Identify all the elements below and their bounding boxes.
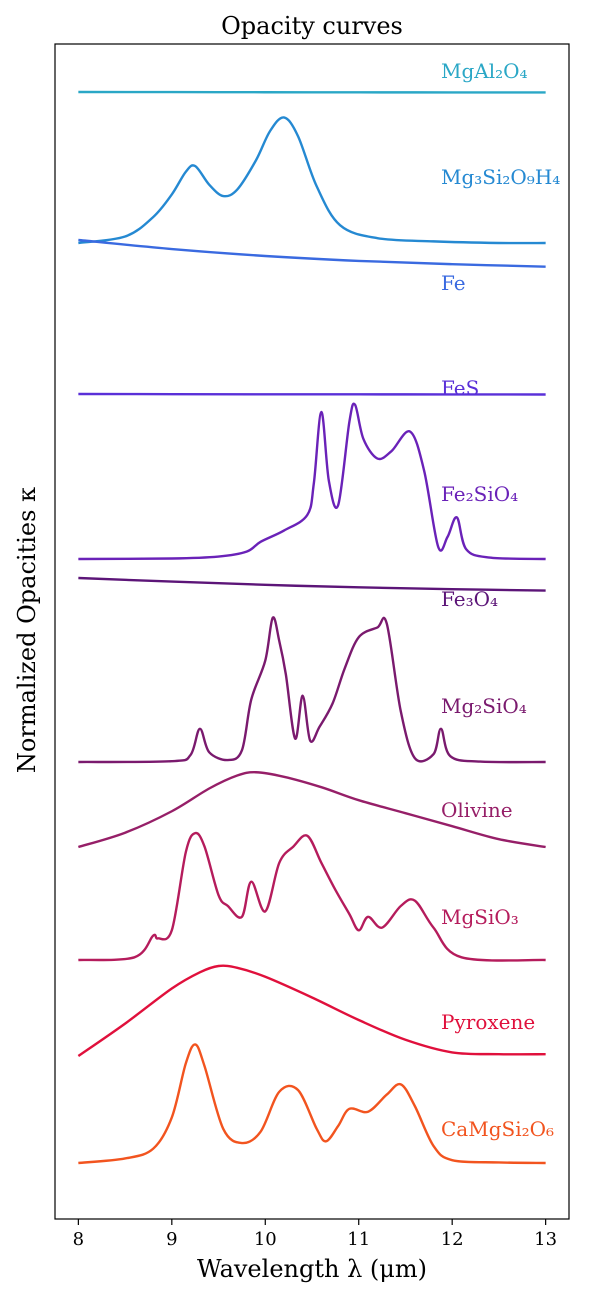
x-axis-ticks: 8 9 10 11 12 13: [73, 1219, 557, 1250]
series-label-9: Pyroxene: [441, 1010, 535, 1034]
series-line-10: [78, 1043, 546, 1165]
x-axis-label: Wavelength λ (μm): [197, 1255, 427, 1283]
series-label-8: MgSiO₃: [441, 905, 519, 929]
series-label-10: CaMgSi₂O₆: [441, 1117, 554, 1141]
series-labels-group: MgAl₂O₄ Mg₃Si₂O₉H₄ Fe FeS Fe₂SiO₄ Fe₃O₄ Mg₂SiO…: [441, 59, 560, 1141]
chart-title: Opacity curves: [221, 12, 403, 40]
curves-group: [77, 90, 546, 1165]
y-axis-label: Normalized Opacities κ: [13, 487, 41, 773]
plot-frame: [54, 43, 570, 1220]
series-line-9: [77, 964, 546, 1057]
series-label-6: Mg₂SiO₄: [441, 694, 527, 718]
series-line-6: [78, 616, 546, 764]
series-line-4: [78, 402, 546, 561]
series-line-7: [78, 771, 546, 849]
x-tick-label-2: 10: [254, 1229, 277, 1250]
x-tick-label-0: 8: [73, 1229, 84, 1250]
x-tick-label-3: 11: [347, 1229, 370, 1250]
series-label-1: Mg₃Si₂O₉H₄: [441, 165, 560, 189]
series-label-4: Fe₂SiO₄: [441, 482, 518, 506]
series-label-7: Olivine: [441, 798, 513, 822]
series-label-3: FeS: [441, 376, 479, 400]
series-line-2: [78, 238, 546, 268]
x-tick-label-1: 9: [166, 1229, 177, 1250]
x-tick-label-4: 12: [441, 1229, 464, 1250]
series-line-8: [78, 831, 546, 962]
x-tick-label-5: 13: [534, 1229, 557, 1250]
series-label-2: Fe: [441, 271, 466, 295]
series-label-5: Fe₃O₄: [441, 587, 498, 611]
series-label-0: MgAl₂O₄: [441, 59, 528, 83]
series-line-1: [78, 116, 546, 245]
series-line-5: [78, 576, 546, 592]
